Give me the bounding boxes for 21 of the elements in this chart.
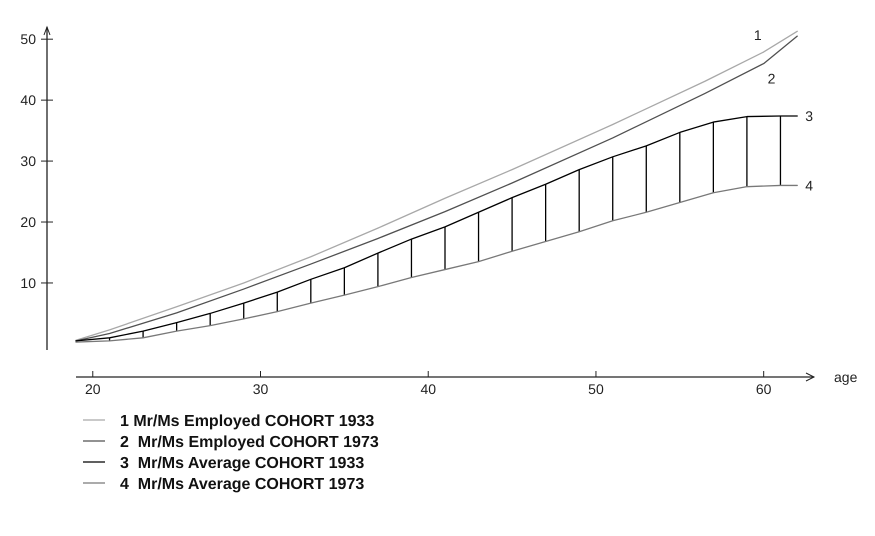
- y-tick-label: 10: [20, 274, 36, 291]
- legend-label: 2 Mr/Ms Employed COHORT 1973: [120, 434, 379, 451]
- x-tick-label: 20: [84, 381, 101, 397]
- annotation: 4: [805, 177, 814, 194]
- y-tick-label: 20: [20, 214, 36, 230]
- annotation: 2: [768, 70, 776, 87]
- annotation: 3: [805, 108, 814, 124]
- y-tick-label: 40: [20, 92, 36, 108]
- x-axis-title: age: [834, 369, 858, 385]
- legend-label: 3 Mr/Ms Average COHORT 1933: [120, 455, 364, 472]
- legend-label: 4 Mr/Ms Average COHORT 1973: [120, 476, 364, 493]
- annotation: 1: [754, 26, 762, 43]
- x-tick-label: 40: [420, 381, 436, 397]
- x-tick-label: 60: [756, 381, 772, 397]
- legend-label: 1 Mr/Ms Employed COHORT 1933: [120, 413, 374, 430]
- x-tick-label: 50: [588, 381, 604, 397]
- y-tick-label: 30: [20, 153, 36, 170]
- x-tick-label: 30: [252, 381, 268, 397]
- line-series: [75, 115, 798, 342]
- y-tick-label: 50: [20, 31, 36, 48]
- line-series: [75, 184, 798, 343]
